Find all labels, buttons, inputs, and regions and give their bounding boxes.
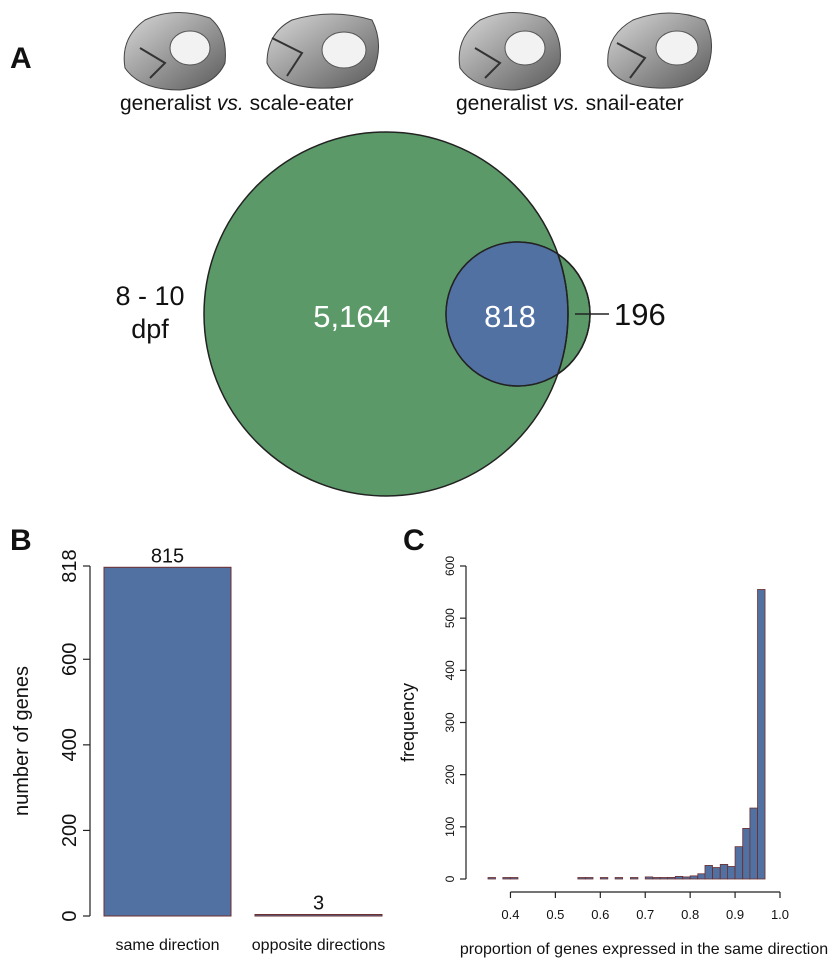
hist-bar [487,877,496,880]
bar-chart: 0 200 400 600 818 number of genes 815 same dire… [11,545,385,954]
hist-x-tick-label: 0.4 [501,907,519,922]
hist-x-tick-label: 0.9 [726,907,744,922]
hist-bar [682,876,691,880]
hist-bar [727,866,736,880]
hist-bar [674,875,684,880]
skull-scale-eater-icon [266,13,379,89]
venn-intersection [446,242,568,386]
venn-left-only-label: 5,164 [313,299,391,334]
hist-bar [719,863,729,880]
hist-bar [502,877,511,880]
panel-letter-a: A [10,42,32,75]
panel-letter-c: C [403,524,425,557]
hist-y-tick-label: 400 [443,660,457,680]
venn-right-only-label: 196 [614,297,666,332]
hist-x-axis-label: proportion of genes expressed in the sam… [460,941,828,958]
hist-bar [644,876,654,880]
venn-stage-label-line2: dpf [131,314,169,344]
hist-bar [585,877,594,880]
hist-bar [757,589,766,880]
skull-snail-eater-icon [607,12,712,89]
bar-category-label: opposite directions [252,937,385,954]
venn-diagram: 5,164 818 196 8 - 10 dpf [115,131,666,497]
hist-bar [614,877,624,880]
hist-bar [689,875,699,880]
bar-category-label: same direction [115,937,219,954]
hist-bar [630,877,639,880]
hist-y-tick-label: 200 [443,764,457,784]
comparison-2-vs: vs. [552,92,580,115]
skull-generalist-1-icon [123,11,226,91]
hist-bar [712,867,721,880]
hist-x-tick-label: 0.6 [591,907,609,922]
comparison-1-left: generalist [120,92,212,115]
histogram-chart: 0 100 200 300 400 500 600 frequency 0.4 0.5 0.6 0.7… [400,556,828,958]
hist-x-tick-label: 0.8 [681,907,699,922]
hist-bar [697,873,706,880]
hist-x-tick-label: 1.0 [771,907,789,922]
bar-y-tick-label: 400 [59,728,81,761]
hist-x-tick-label: 0.7 [636,907,654,922]
hist-bar [659,877,668,880]
hist-y-tick-label: 300 [443,712,457,732]
comparison-caption-2: generalist vs. snail-eater [456,92,684,116]
venn-stage-label-line1: 8 - 10 [115,281,184,311]
bar-value-label: 3 [313,893,324,915]
panel-letter-b: B [10,524,32,557]
hist-bar [704,865,713,880]
comparison-1-right: scale-eater [249,92,354,115]
comparison-caption-1: generalist vs. scale-eater [120,92,353,116]
comparison-2-right: snail-eater [585,92,684,115]
hist-y-tick-label: 600 [443,556,457,576]
hist-y-tick-label: 0 [443,875,457,882]
comparison-1-vs: vs. [216,92,244,115]
bar-value-label: 815 [151,545,184,567]
bar [103,566,232,917]
hist-bar [667,877,676,880]
skull-illustrations [123,11,712,91]
hist-x-tick-label: 0.5 [546,907,564,922]
bar [254,914,383,917]
bar-y-tick-label: 818 [59,549,81,582]
hist-bar [510,877,519,880]
hist-bar [734,846,743,880]
hist-y-tick-label: 100 [443,817,457,837]
hist-bar [599,877,609,880]
comparison-2-left: generalist [456,92,548,115]
hist-y-tick-label: 500 [443,608,457,628]
hist-bar [577,877,586,880]
hist-bar [652,877,661,880]
skull-generalist-2-icon [458,11,561,91]
bar-y-tick-label: 0 [59,910,81,921]
bar-y-tick-label: 600 [59,643,81,676]
hist-bar [749,807,758,880]
bar-y-tick-label: 200 [59,814,81,847]
venn-intersection-label: 818 [484,299,536,334]
hist-bar [742,827,751,880]
hist-y-axis-label: frequency [400,683,418,762]
bar-y-axis-label: number of genes [11,666,33,816]
